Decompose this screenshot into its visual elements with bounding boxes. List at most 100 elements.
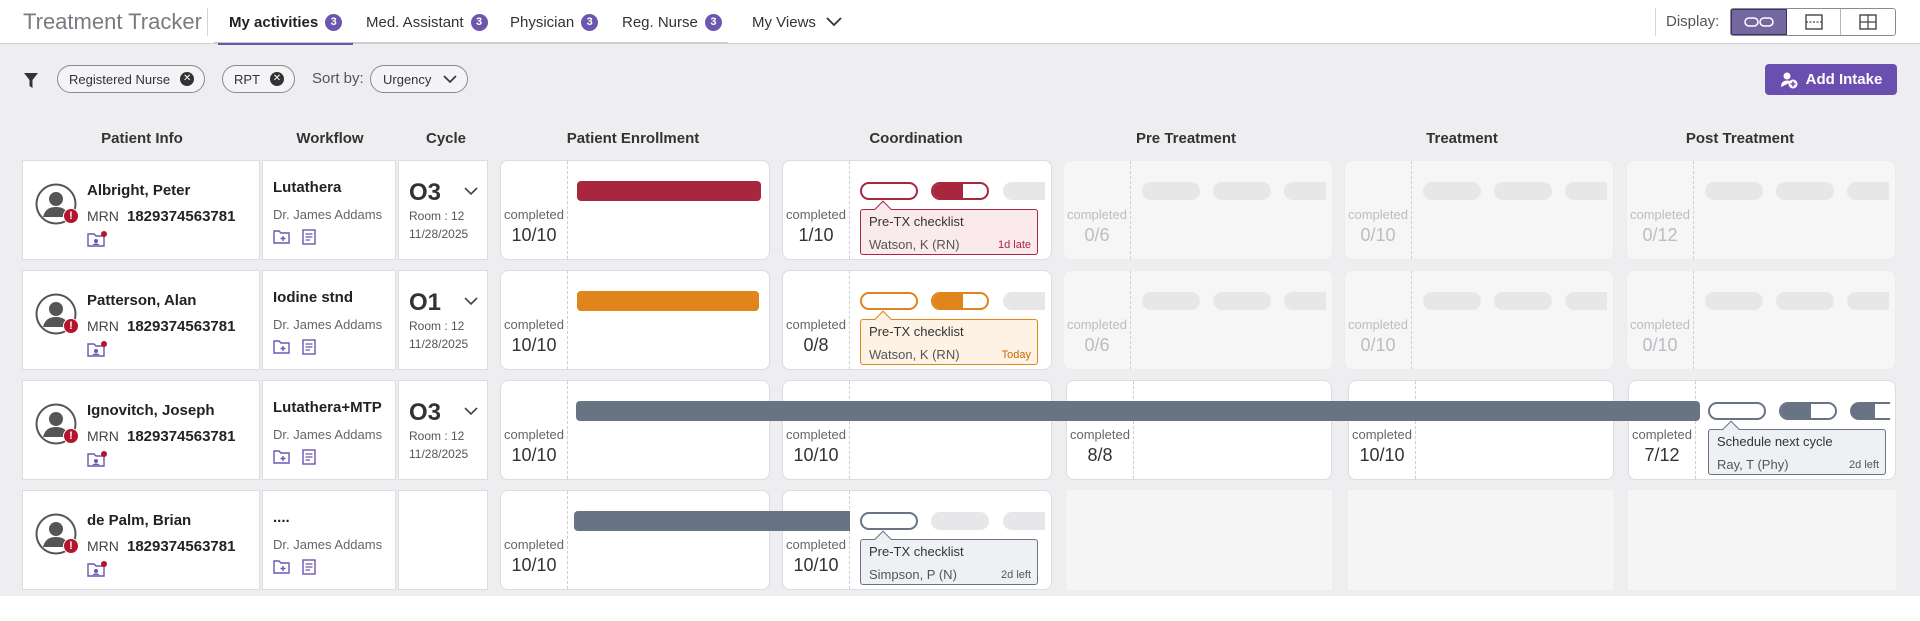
folder-add-icon[interactable] bbox=[273, 229, 290, 244]
patient-info-card[interactable]: ! Ignovitch, Joseph MRN 1829374563781 bbox=[22, 380, 260, 480]
folder-alert-icon[interactable] bbox=[87, 451, 107, 467]
task-pill-partial[interactable] bbox=[931, 292, 989, 310]
filter-chip-rpt[interactable]: RPT ✕ bbox=[222, 65, 295, 93]
task-pill-partial[interactable] bbox=[1850, 402, 1890, 420]
task-pill-pending[interactable] bbox=[1284, 182, 1326, 200]
completed-label: completed bbox=[1630, 317, 1690, 332]
task-tooltip[interactable]: Pre-TX checklist Simpson, P (N) 2d left bbox=[860, 530, 1038, 585]
stage-card-coordination[interactable]: completed 1/10 Pre-TX checklist Watson, … bbox=[782, 160, 1052, 260]
stage-card-post-treatment[interactable]: completed 0/12 bbox=[1626, 160, 1896, 260]
task-pill-pending[interactable] bbox=[1847, 182, 1889, 200]
task-pill-active[interactable] bbox=[860, 512, 918, 530]
chevron-down-icon[interactable] bbox=[464, 407, 478, 416]
folder-add-icon[interactable] bbox=[273, 449, 290, 464]
cycle-card[interactable]: O1 Room : 12 11/28/2025 bbox=[398, 270, 488, 370]
folder-alert-icon[interactable] bbox=[87, 341, 107, 357]
task-pill-pending[interactable] bbox=[1565, 182, 1607, 200]
patient-name[interactable]: Patterson, Alan bbox=[87, 292, 197, 309]
stage-card-enrollment[interactable]: completed 10/10 bbox=[500, 380, 770, 480]
tab-physician[interactable]: Physician 3 bbox=[510, 0, 599, 44]
document-icon[interactable] bbox=[302, 339, 316, 355]
stage-card-coordination[interactable]: completed 10/10 bbox=[782, 380, 1052, 480]
folder-add-icon[interactable] bbox=[273, 559, 290, 574]
stage-card-treatment[interactable]: completed 0/10 bbox=[1344, 270, 1614, 370]
display-compact-button[interactable] bbox=[1731, 9, 1787, 35]
task-pill-pending[interactable] bbox=[1142, 182, 1200, 200]
stage-card-treatment[interactable]: completed 0/10 bbox=[1344, 160, 1614, 260]
task-pill-partial[interactable] bbox=[1779, 402, 1837, 420]
stage-card-post-treatment[interactable]: completed 0/10 bbox=[1626, 270, 1896, 370]
folder-add-icon[interactable] bbox=[273, 339, 290, 354]
workflow-card[interactable]: Iodine stnd Dr. James Addams bbox=[262, 270, 396, 370]
task-pill-pending[interactable] bbox=[1003, 182, 1045, 200]
document-icon[interactable] bbox=[302, 449, 316, 465]
my-views-dropdown[interactable]: My Views bbox=[752, 0, 842, 44]
sort-select[interactable]: Urgency bbox=[370, 65, 468, 93]
stage-card-coordination[interactable]: completed 10/10 Pre-TX checklist Simpson… bbox=[782, 490, 1052, 590]
task-pill-active[interactable] bbox=[1708, 402, 1766, 420]
workflow-card[interactable]: .... Dr. James Addams bbox=[262, 490, 396, 590]
stage-card-coordination[interactable]: completed 0/8 Pre-TX checklist Watson, K… bbox=[782, 270, 1052, 370]
stage-card-enrollment[interactable]: completed 10/10 bbox=[500, 270, 770, 370]
task-pill-pending[interactable] bbox=[1213, 182, 1271, 200]
task-pill-pending[interactable] bbox=[1003, 292, 1045, 310]
patient-name[interactable]: Ignovitch, Joseph bbox=[87, 402, 215, 419]
task-assignee: Watson, K (RN) bbox=[869, 347, 960, 362]
completed-label: completed bbox=[1070, 427, 1130, 442]
task-pill-pending[interactable] bbox=[1776, 292, 1834, 310]
close-icon[interactable]: ✕ bbox=[180, 72, 195, 86]
task-pill-pending[interactable] bbox=[1776, 182, 1834, 200]
workflow-card[interactable]: Lutathera+MTP Dr. James Addams bbox=[262, 380, 396, 480]
task-pill-pending[interactable] bbox=[1494, 182, 1552, 200]
cycle-card[interactable]: O3 Room : 12 11/28/2025 bbox=[398, 380, 488, 480]
display-grid-button[interactable] bbox=[1841, 9, 1895, 35]
folder-alert-icon[interactable] bbox=[87, 561, 107, 577]
document-icon[interactable] bbox=[302, 229, 316, 245]
patient-info-card[interactable]: ! Patterson, Alan MRN 1829374563781 bbox=[22, 270, 260, 370]
task-tooltip[interactable]: Pre-TX checklist Watson, K (RN) Today bbox=[860, 310, 1038, 365]
stage-card-enrollment[interactable]: completed 10/10 bbox=[500, 160, 770, 260]
stage-card-enrollment[interactable]: completed 10/10 bbox=[500, 490, 770, 590]
task-tooltip[interactable]: Schedule next cycle Ray, T (Phy) 2d left bbox=[1708, 420, 1886, 475]
task-pill-pending[interactable] bbox=[1003, 512, 1045, 530]
display-list-button[interactable] bbox=[1786, 9, 1842, 35]
column-header-post-treatment: Post Treatment bbox=[1685, 130, 1795, 147]
task-pill-pending[interactable] bbox=[1423, 292, 1481, 310]
task-pill-pending[interactable] bbox=[1705, 292, 1763, 310]
chevron-down-icon[interactable] bbox=[464, 297, 478, 306]
patient-name[interactable]: de Palm, Brian bbox=[87, 512, 192, 529]
tab-my-activities[interactable]: My activities 3 bbox=[217, 0, 354, 45]
task-pill-partial[interactable] bbox=[931, 182, 989, 200]
stage-card-pre-treatment[interactable]: completed 8/8 bbox=[1066, 380, 1332, 480]
workflow-card[interactable]: Lutathera Dr. James Addams bbox=[262, 160, 396, 260]
stage-card-pre-treatment[interactable]: completed 0/6 bbox=[1063, 160, 1333, 260]
task-pill-active[interactable] bbox=[860, 292, 918, 310]
task-pill-pending[interactable] bbox=[1284, 292, 1326, 310]
task-pill-pending[interactable] bbox=[1423, 182, 1481, 200]
task-pill-pending[interactable] bbox=[1213, 292, 1271, 310]
add-intake-button[interactable]: Add Intake bbox=[1765, 64, 1897, 95]
patient-info-card[interactable]: ! Albright, Peter MRN 1829374563781 bbox=[22, 160, 260, 260]
chevron-down-icon[interactable] bbox=[464, 187, 478, 196]
doctor-name: Dr. James Addams bbox=[273, 207, 383, 222]
document-icon[interactable] bbox=[302, 559, 316, 575]
filter-icon[interactable] bbox=[23, 72, 39, 89]
task-pill-pending[interactable] bbox=[1847, 292, 1889, 310]
tab-med-assistant[interactable]: Med. Assistant 3 bbox=[366, 0, 488, 44]
task-pill-pending[interactable] bbox=[1565, 292, 1607, 310]
folder-alert-icon[interactable] bbox=[87, 231, 107, 247]
task-pill-pending[interactable] bbox=[1494, 292, 1552, 310]
patient-name[interactable]: Albright, Peter bbox=[87, 182, 191, 199]
tab-reg-nurse[interactable]: Reg. Nurse 3 bbox=[622, 0, 722, 44]
filter-chip-registered-nurse[interactable]: Registered Nurse ✕ bbox=[57, 65, 206, 93]
stage-card-treatment[interactable]: completed 10/10 bbox=[1348, 380, 1614, 480]
task-tooltip[interactable]: Pre-TX checklist Watson, K (RN) 1d late bbox=[860, 200, 1038, 255]
task-pill-pending[interactable] bbox=[1142, 292, 1200, 310]
close-icon[interactable]: ✕ bbox=[270, 72, 284, 86]
task-pill-active[interactable] bbox=[860, 182, 918, 200]
cycle-card[interactable]: O3 Room : 12 11/28/2025 bbox=[398, 160, 488, 260]
task-pill-pending[interactable] bbox=[931, 512, 989, 530]
patient-info-card[interactable]: ! de Palm, Brian MRN 1829374563781 bbox=[22, 490, 260, 590]
task-pill-pending[interactable] bbox=[1705, 182, 1763, 200]
stage-card-pre-treatment[interactable]: completed 0/6 bbox=[1063, 270, 1333, 370]
